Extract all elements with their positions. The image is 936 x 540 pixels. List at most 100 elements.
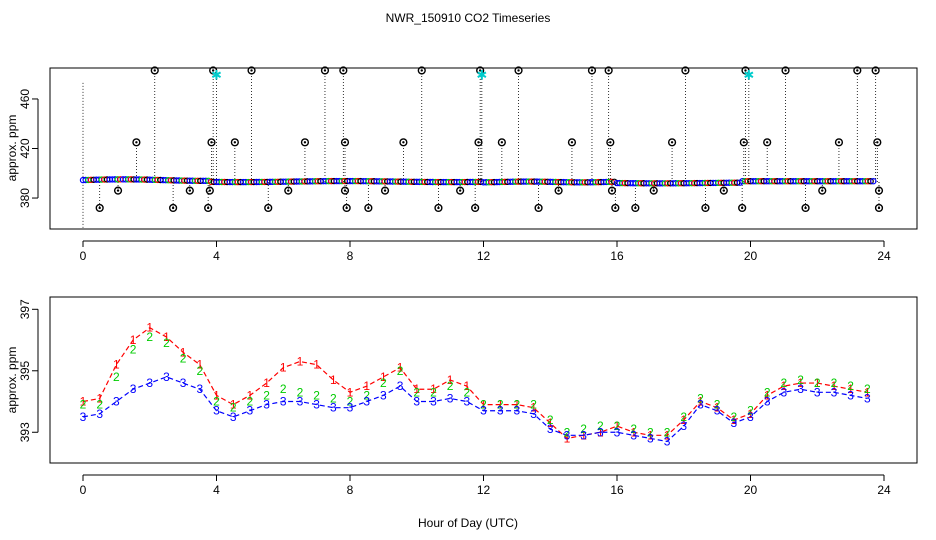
bottom-series-1-point: 1 [380,370,387,384]
top-outlier-dot [837,141,841,144]
bottom-series-2-point: 2 [330,391,337,405]
top-outlier-dot [342,69,345,72]
top-flagged-point: ✱ [476,68,487,83]
top-outlier-point [474,138,483,147]
bottom-series-1-point: 1 [564,431,571,445]
bottom-series-2-point: 2 [463,385,470,399]
top-outlier-point [853,66,862,75]
bottom-series-3-point: 3 [230,410,237,424]
top-outlier-point [205,186,214,195]
top-baseline-point [867,177,874,185]
top-baseline-point [870,177,877,185]
top-outlier-dot [876,141,879,144]
bottom-series-1-point: 1 [580,428,587,442]
bottom-series-2-point: 2 [680,410,687,424]
top-outlier-dot [614,206,617,210]
top-outlier-point [364,203,373,213]
top-outlier-dot [116,189,120,192]
top-outlier-dot [437,206,440,210]
bottom-series-1-point: 1 [330,373,337,387]
x-axis-title: Hour of Day (UTC) [418,516,518,530]
bottom-series-2-point: 2 [664,425,671,439]
top-outlier-point [342,203,351,213]
bottom-series-3-point: 3 [797,382,804,396]
top-panel-marks: ✱ ✱ ✱ [79,66,884,228]
bottom-series-3-point: 3 [680,419,687,433]
bottom-series-1-point: 1 [247,388,254,402]
bottom-series-1-point: 1 [730,413,737,427]
bottom-series-1-point: 1 [463,379,470,393]
bottom-series-1-point: 1 [831,379,838,393]
top-outlier-dot [765,141,769,144]
top-outlier-dot [670,141,674,144]
bottom-series-3-point: 3 [480,404,487,418]
bottom-series-3-point: 3 [163,370,170,384]
top-outlier-point [701,203,710,213]
bottom-x-tick-label: 24 [877,483,891,497]
bottom-series-1-point: 1 [797,376,804,390]
bottom-series-3-point: 3 [397,379,404,393]
top-outlier-dot [233,141,237,144]
top-outlier-dot [287,189,290,192]
top-outlier-point [739,138,748,147]
top-outlier-dot [704,206,707,210]
bottom-series-2-point: 2 [80,398,87,412]
bottom-series-1-point: 1 [514,398,521,412]
top-outlier-dot [804,206,807,210]
bottom-series-1-point: 1 [614,419,621,433]
top-outlier-point [741,66,750,75]
top-panel-frame [49,67,918,230]
bottom-series-1-point: 1 [714,401,721,415]
bottom-series-2-point: 2 [180,351,187,365]
top-outlier-dot [367,206,370,210]
top-flagged-point: ✱ [211,68,222,83]
bottom-series-3-point: 3 [730,416,737,430]
top-outlier-point [874,203,884,213]
bottom-series-2-point: 2 [297,385,304,399]
top-outlier-point [340,138,350,147]
bottom-series-3-point: 3 [297,395,304,409]
bottom-series-3-point: 3 [180,376,187,390]
top-outlier-point [873,138,882,147]
top-outlier-dot [740,206,744,210]
bottom-series-2-point: 2 [380,376,387,390]
bottom-series-1-point: 1 [630,425,637,439]
top-outlier-point [874,186,884,195]
bottom-series-1-point: 1 [480,398,487,412]
bottom-series-2-point: 2 [96,398,103,412]
top-outlier-point [150,66,159,75]
bottom-series-2-point: 2 [580,422,587,436]
top-outlier-dot [171,206,175,210]
bottom-series-2-point: 2 [313,388,320,402]
bottom-series-1-point: 1 [196,358,203,372]
top-outlier-dot [684,69,687,72]
top-outlier-point [339,66,348,75]
bottom-series-2-point: 2 [497,398,504,412]
bottom-series-1-point: 1 [347,385,354,399]
top-outlier-point [320,66,330,75]
bottom-series-3-point: 3 [130,382,137,396]
bottom-series-3-point: 3 [697,398,704,412]
top-y-tick-label: 460 [18,89,32,109]
bottom-series-1-point: 1 [680,413,687,427]
top-outlier-dot [537,206,540,210]
bottom-x-tick-label: 8 [347,483,354,497]
bottom-series-2-point: 2 [413,385,420,399]
bottom-series-1-point: 1 [864,385,871,399]
bottom-x-tick-label: 20 [744,483,758,497]
bottom-series-3-point: 3 [814,385,821,399]
bottom-series-2-point: 2 [196,364,203,378]
bottom-series-1-point: 1 [230,398,237,412]
bottom-series-2-point: 2 [797,373,804,387]
bottom-series-1-point: 1 [597,425,604,439]
bottom-series-2-point: 2 [130,342,137,356]
bottom-series-3-point: 3 [280,395,287,409]
top-outlier-dot [877,206,881,210]
bottom-series-2-point: 2 [864,382,871,396]
top-outlier-point [95,203,104,213]
bottom-series-2-point: 2 [530,398,537,412]
bottom-y-tick-label: 395 [18,360,32,380]
